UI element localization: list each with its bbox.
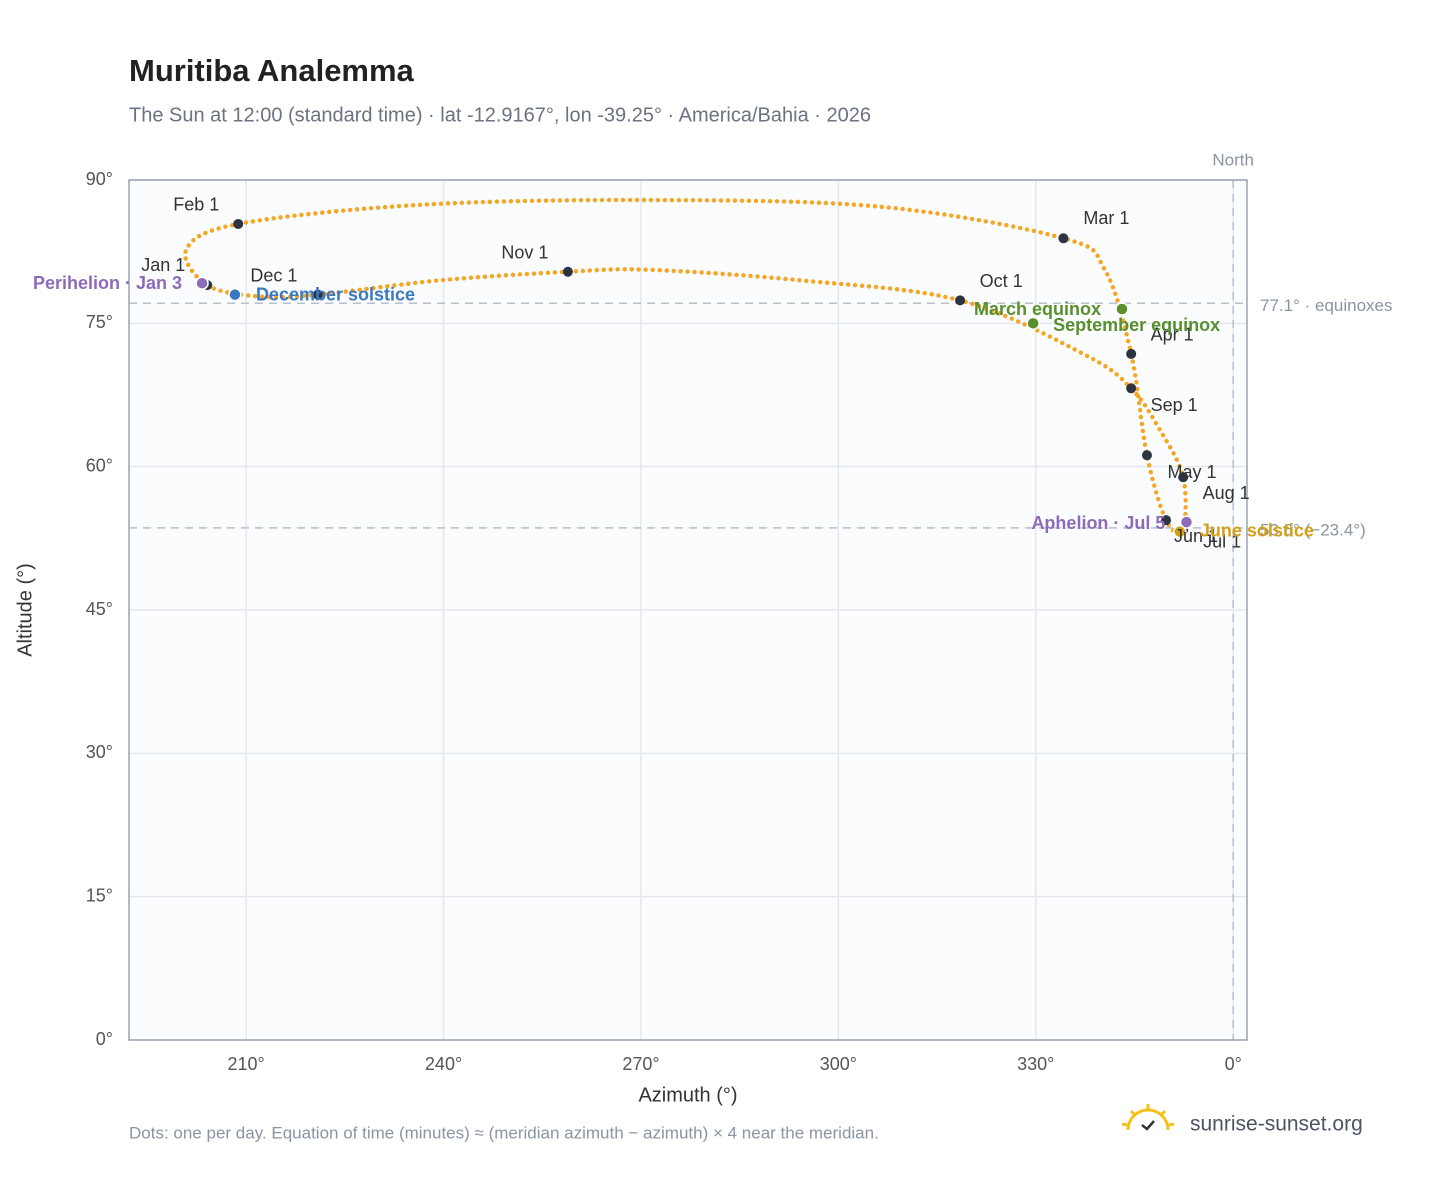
event-label: Aphelion · Jul 5 bbox=[1031, 513, 1165, 533]
month-marker bbox=[1126, 348, 1137, 359]
x-tick-label: 270° bbox=[622, 1054, 659, 1074]
month-label: Jun 1 bbox=[1174, 526, 1218, 546]
month-label: Aug 1 bbox=[1203, 483, 1250, 503]
y-tick-label: 60° bbox=[86, 455, 113, 475]
y-tick-label: 90° bbox=[86, 169, 113, 189]
month-marker bbox=[1178, 472, 1189, 483]
event-label: June solstice bbox=[1200, 520, 1314, 540]
event-marker bbox=[228, 287, 242, 302]
event-marker bbox=[1026, 316, 1040, 331]
month-marker bbox=[1058, 233, 1069, 244]
event-marker bbox=[195, 276, 209, 290]
x-tick-label: 330° bbox=[1017, 1054, 1054, 1074]
event-marker bbox=[1173, 524, 1187, 539]
brand-logo bbox=[1121, 1104, 1175, 1131]
reference-label: 53.6° (−23.4°) bbox=[1260, 520, 1366, 539]
event-marker bbox=[1179, 515, 1194, 529]
month-marker bbox=[1126, 383, 1137, 394]
event-label: December solstice bbox=[256, 284, 415, 304]
chart-title: Muritiba Analemma bbox=[129, 53, 415, 88]
y-tick-label: 75° bbox=[86, 312, 113, 332]
plot-frame bbox=[128, 179, 1248, 1041]
x-tick-label: 300° bbox=[820, 1054, 857, 1074]
reference-label: 77.1° · equinoxes bbox=[1260, 296, 1393, 315]
month-label: Sep 1 bbox=[1151, 395, 1198, 415]
month-marker bbox=[312, 289, 323, 300]
month-label: Nov 1 bbox=[501, 242, 548, 262]
month-label: Mar 1 bbox=[1083, 208, 1129, 228]
month-label: May 1 bbox=[1167, 462, 1216, 482]
y-tick-label: 30° bbox=[86, 742, 113, 762]
footnote: Dots: one per day. Equation of time (min… bbox=[129, 1123, 879, 1142]
event-label: March equinox bbox=[974, 299, 1101, 319]
brand: sunrise-sunset.org bbox=[1190, 1113, 1363, 1136]
x-tick-label: 240° bbox=[425, 1054, 462, 1074]
chart-subtitle: The Sun at 12:00 (standard time) · lat -… bbox=[129, 104, 871, 126]
event-label: Perihelion · Jan 3 bbox=[33, 273, 182, 293]
month-label: Feb 1 bbox=[173, 195, 219, 215]
month-marker bbox=[562, 266, 573, 277]
x-tick-label: 0° bbox=[1225, 1054, 1242, 1074]
y-axis-label: Altitude (°) bbox=[14, 563, 36, 657]
month-label: Jul 1 bbox=[1203, 531, 1241, 551]
month-label: Jan 1 bbox=[141, 255, 185, 275]
month-marker bbox=[1161, 515, 1172, 526]
month-marker bbox=[1141, 450, 1152, 461]
month-label: Oct 1 bbox=[980, 271, 1023, 291]
x-axis-label: Azimuth (°) bbox=[638, 1084, 737, 1106]
month-marker bbox=[233, 218, 244, 229]
y-tick-label: 45° bbox=[86, 599, 113, 619]
meridian-label: North bbox=[1212, 150, 1254, 169]
y-tick-label: 15° bbox=[86, 885, 113, 905]
event-label: September equinox bbox=[1053, 315, 1220, 335]
month-marker bbox=[955, 295, 966, 306]
event-marker bbox=[1115, 302, 1129, 316]
x-tick-label: 210° bbox=[228, 1054, 265, 1074]
month-label: Dec 1 bbox=[250, 265, 297, 285]
month-label: Apr 1 bbox=[1151, 325, 1194, 345]
y-tick-label: 0° bbox=[96, 1029, 113, 1049]
